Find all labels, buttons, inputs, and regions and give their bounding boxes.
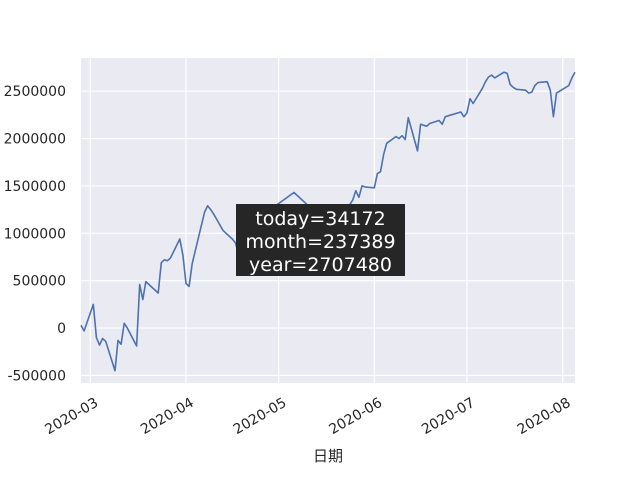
x-axis-ticks: 2020-03 2020-04 2020-05 2020-06 2020-07 2020-…: [42, 395, 573, 438]
y-tick-label: 1000000: [4, 226, 66, 242]
y-tick-label: 1500000: [4, 179, 66, 195]
x-tick-label: 2020-07: [419, 395, 478, 438]
x-tick-label: 2020-04: [138, 395, 197, 438]
annotation-month: month=237389: [245, 231, 395, 253]
stats-annotation: today=34172 month=237389 year=2707480: [236, 204, 405, 276]
x-tick-label: 2020-06: [326, 395, 385, 438]
annotation-box: [236, 204, 405, 276]
y-tick-label: 2500000: [4, 84, 66, 100]
x-tick-label: 2020-03: [42, 395, 101, 438]
y-tick-label: 2000000: [4, 132, 66, 148]
x-tick-label: 2020-08: [515, 395, 574, 438]
series-line: [80, 71, 576, 372]
annotation-today: today=34172: [255, 208, 385, 230]
y-tick-label: 500000: [13, 274, 66, 290]
y-tick-label: 0: [57, 321, 66, 337]
y-axis-ticks: -500000 0 500000 1000000 1500000 2000000 25000…: [4, 84, 66, 384]
annotation-year: year=2707480: [249, 254, 392, 276]
x-tick-label: 2020-05: [231, 395, 290, 438]
x-axis-label: 日期: [313, 447, 343, 465]
y-tick-label: -500000: [8, 368, 67, 384]
